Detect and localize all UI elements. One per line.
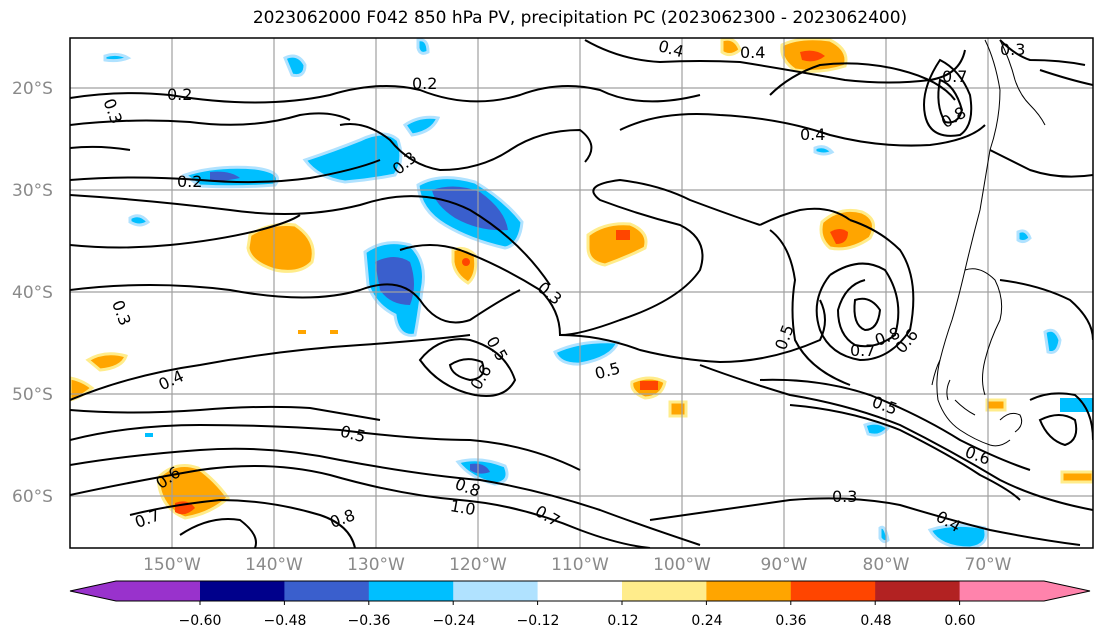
latitude-axis: 20°S 30°S 40°S 50°S 60°S (12, 79, 53, 507)
precip-positive-patch (720, 38, 742, 57)
lat-tick-label: 40°S (12, 283, 53, 303)
colorbar-segment (622, 581, 707, 601)
precip-negative-patch (283, 54, 307, 77)
precip-negative-patch (103, 52, 132, 63)
precip-negative-patch (813, 145, 835, 156)
map-background (70, 38, 1093, 548)
precip-negative-patch (302, 132, 403, 184)
precip-negative-patch (927, 523, 988, 548)
colorbar-segment (453, 581, 539, 601)
lat-tick-label: 30°S (12, 181, 53, 201)
longitude-axis: 150°W 140°W 130°W 120°W 110°W 100°W 90°W… (143, 555, 1012, 575)
colorbar-segment (368, 581, 454, 601)
lon-tick-label: 120°W (449, 555, 507, 575)
lon-tick-label: 150°W (143, 555, 201, 575)
precip-negative-patch (128, 214, 151, 227)
contour-label: 0.4 (800, 125, 825, 144)
colorbar-segment (706, 581, 792, 601)
contour-label: 0.7 (942, 67, 967, 86)
colorbar-tick-label: 0.24 (691, 613, 722, 629)
lon-tick-label: 70°W (965, 555, 1012, 575)
colorbar-extend-min (70, 581, 116, 601)
precip-positive-patch (586, 222, 648, 267)
lat-tick-label: 60°S (12, 487, 53, 507)
colorbar-segment (284, 581, 370, 601)
colorbar-segment (200, 581, 285, 601)
contour-label: 0.2 (412, 74, 437, 93)
lon-tick-label: 90°W (761, 555, 808, 575)
precip-positive-patch (451, 246, 478, 285)
precip-positive-patch (246, 223, 315, 273)
precip-positive-patch (85, 352, 128, 372)
lat-tick-label: 20°S (12, 79, 53, 99)
precip-negative-patch (553, 340, 621, 366)
precip-negative-patch (863, 421, 891, 437)
colorbar-tick-label: −0.12 (517, 613, 560, 629)
contour-label: 0.2 (177, 172, 202, 191)
colorbar-tick-label: −0.60 (179, 613, 222, 629)
pv-contours (70, 39, 1093, 548)
colorbar-outline (69, 580, 1091, 602)
lon-tick-label: 140°W (245, 555, 303, 575)
lon-tick-label: 130°W (347, 555, 405, 575)
precip-negative-patch (416, 38, 430, 55)
colorbar-tick-label: 0.48 (860, 613, 891, 629)
plot-title: 2023062000 F042 850 hPa PV, precipitatio… (252, 8, 908, 28)
colorbar-segment (959, 581, 1045, 601)
colorbar-segment (875, 581, 961, 601)
colorbar-segment (537, 581, 623, 601)
contour-label: 0.3 (832, 487, 857, 506)
colorbar-tick-label: 0.12 (607, 613, 638, 629)
coastline (931, 39, 1046, 447)
lat-tick-label: 50°S (12, 385, 53, 405)
contour-label: 0.3 (1000, 40, 1025, 59)
colorbar-tick-label: −0.48 (264, 613, 307, 629)
contour-label: 0.2 (167, 85, 192, 104)
colorbar-extend-max (1044, 581, 1090, 601)
lon-tick-label: 110°W (551, 555, 609, 575)
colorbar-tick-label: 0.36 (775, 613, 806, 629)
lon-tick-label: 100°W (653, 555, 711, 575)
colorbar-segment (790, 581, 876, 601)
colorbar-tick-label: −0.36 (348, 613, 391, 629)
colorbar (69, 580, 1091, 605)
colorbar-tick-labels: −0.60 −0.48 −0.36 −0.24 −0.12 0.12 0.24 … (179, 613, 976, 629)
lon-tick-label: 80°W (863, 555, 910, 575)
precip-negative-patch (1043, 328, 1062, 354)
colorbar-tick-label: 0.60 (944, 613, 975, 629)
contour-label: 0.4 (740, 43, 765, 62)
contour-label: 1.0 (449, 496, 477, 519)
colorbar-segment (116, 581, 201, 601)
contour-label: 0.7 (850, 341, 875, 360)
colorbar-tick-label: −0.24 (433, 613, 476, 629)
precip-negative-patch (402, 115, 441, 137)
precip-negative-patch (1016, 229, 1032, 244)
map-frame (69, 37, 1094, 549)
